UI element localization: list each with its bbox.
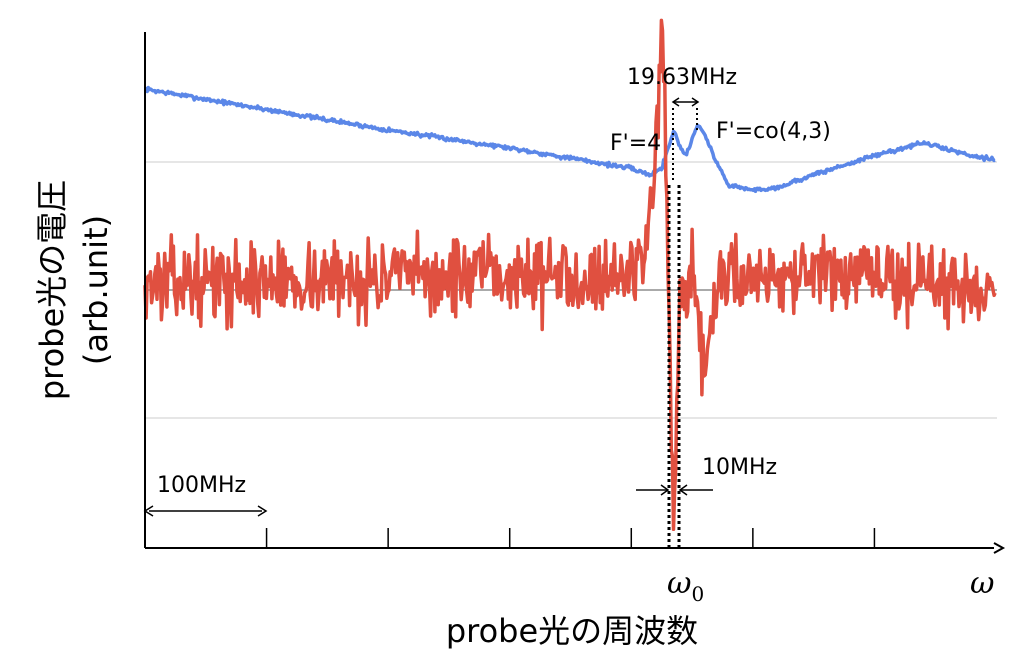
x-axis-label: probe光の周波数: [446, 612, 698, 650]
y-axis-label-line1: probe光の電圧: [33, 180, 71, 400]
peak-left-label: F'=4: [610, 131, 661, 156]
peak-spacing-arrowhead-right: [691, 97, 700, 107]
width-marker-label: 10MHz: [702, 455, 777, 480]
series-line-blue: [144, 85, 996, 194]
y-axis-label-line2: (arb.unit): [77, 215, 115, 365]
peak-spacing-label: 19.63MHz: [627, 65, 737, 90]
scale-bar-arrow-left: [143, 505, 154, 517]
tick-label-omega0: ω0: [667, 566, 704, 606]
x-axis-ticks: [265, 528, 876, 548]
tick-label-omega: ω: [970, 566, 994, 601]
width-marker-arrowhead-right: [678, 484, 688, 496]
series-line-red: [143, 18, 997, 532]
tick-label-omega0-subscript: 0: [691, 582, 704, 606]
x-axis-arrowhead: [993, 542, 1006, 554]
scale-bar-label: 100MHz: [157, 473, 246, 498]
peak-spacing-arrowhead-left: [671, 97, 680, 107]
scale-bar-arrow-right: [257, 505, 268, 517]
peak-right-label: F'=co(4,3): [716, 119, 831, 144]
width-marker-arrowhead-left: [660, 484, 670, 496]
